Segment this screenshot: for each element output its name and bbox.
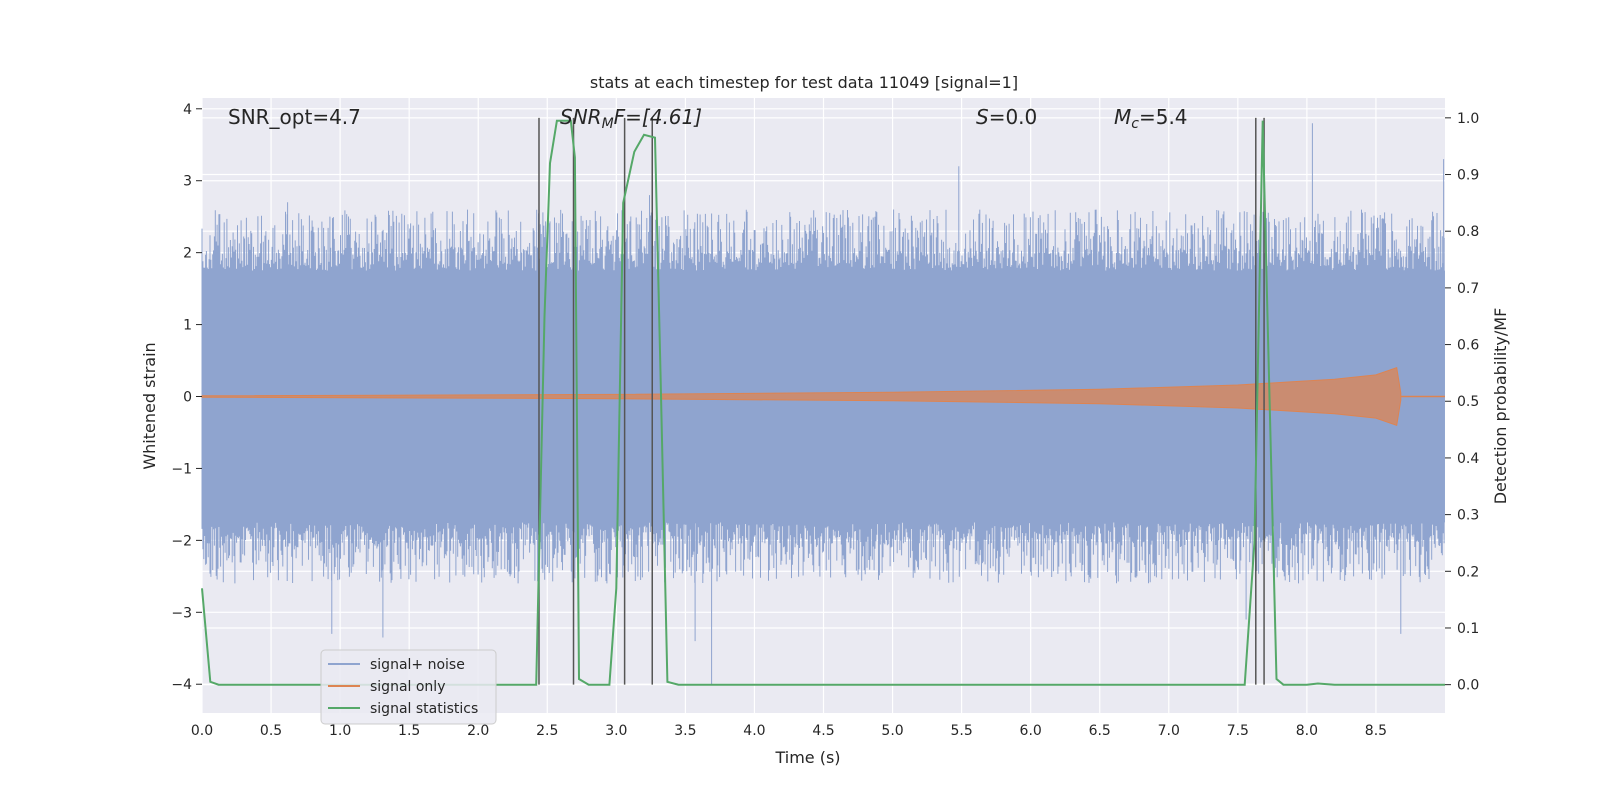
- y2-tick-label: 0.6: [1457, 338, 1479, 354]
- y-axis-ticks: 4 3 2 1 0 −1 −2 −3 −4: [171, 102, 202, 693]
- annotation-mc: Mc=5.4: [1114, 105, 1188, 132]
- legend-label-signal-statistics: signal statistics: [370, 701, 478, 717]
- annotation-snr-mf-main: SNR: [560, 105, 602, 129]
- series-signal-statistics: [201, 119, 1445, 686]
- y-tick-label: 1: [183, 318, 192, 334]
- x-axis-ticks: 0.0 0.5 1.0 1.5 2.0 2.5 3.0 3.5 4.0 4.5 5.0 5.5 6.0 6…: [191, 723, 1387, 739]
- legend-label-signal-noise: signal+ noise: [370, 657, 465, 673]
- annotation-snr-mf-rest: F=[4.61]: [614, 105, 702, 129]
- x-tick-label: 2.5: [536, 723, 558, 739]
- annotation-snr-mf: SNRMF=[4.61]: [560, 105, 702, 132]
- statistics-line: [201, 119, 1445, 686]
- y2-tick-label: 0.3: [1457, 508, 1479, 524]
- series-signal-only: [201, 367, 1445, 426]
- x-tick-label: 4.5: [812, 723, 834, 739]
- x-tick-label: 3.5: [674, 723, 696, 739]
- x-tick-label: 4.0: [743, 723, 765, 739]
- y2-tick-label: 0.4: [1457, 451, 1479, 467]
- legend-box: [320, 649, 497, 725]
- y-tick-label: −1: [171, 461, 192, 477]
- x-tick-label: 6.5: [1089, 723, 1111, 739]
- plot-area: [201, 98, 1445, 713]
- chart-title: stats at each timestep for test data 110…: [590, 73, 1018, 92]
- x-tick-label: 7.0: [1158, 723, 1180, 739]
- x-tick-label: 3.0: [605, 723, 627, 739]
- x-tick-label: 1.5: [398, 723, 420, 739]
- y2-tick-label: 0.0: [1457, 678, 1479, 694]
- annotations: SNR_opt=4.7 SNRMF=[4.61] S=0.0 Mc=5.4: [228, 105, 1188, 132]
- annotation-s: S=0.0: [976, 105, 1037, 129]
- y-tick-label: 2: [183, 246, 192, 262]
- x-tick-label: 0.0: [191, 723, 213, 739]
- y-tick-label: −3: [171, 605, 192, 621]
- x-tick-label: 5.5: [950, 723, 972, 739]
- y2-axis-label: Detection probability/MF: [1491, 308, 1510, 505]
- y2-tick-label: 1.0: [1457, 111, 1479, 127]
- y2-tick-label: 0.9: [1457, 168, 1479, 184]
- y2-tick-label: 0.1: [1457, 621, 1479, 637]
- x-tick-label: 0.5: [260, 723, 282, 739]
- y-tick-label: 3: [183, 174, 192, 190]
- x-tick-label: 1.0: [329, 723, 351, 739]
- y2-tick-label: 0.7: [1457, 281, 1479, 297]
- annotation-s-rest: =0.0: [989, 105, 1038, 129]
- annotation-mc-rest: =5.4: [1139, 105, 1188, 129]
- y-tick-label: −2: [171, 533, 192, 549]
- y2-tick-label: 0.5: [1457, 394, 1479, 410]
- y-tick-label: −4: [171, 677, 192, 693]
- x-tick-label: 5.0: [881, 723, 903, 739]
- x-axis-label: Time (s): [774, 748, 840, 767]
- y2-tick-label: 0.8: [1457, 224, 1479, 240]
- annotation-snr-mf-sub: M: [602, 116, 614, 132]
- x-tick-label: 6.0: [1020, 723, 1042, 739]
- y-axis-label: Whitened strain: [140, 342, 159, 469]
- x-tick-label: 8.5: [1365, 723, 1387, 739]
- annotation-snr-opt: SNR_opt=4.7: [228, 105, 361, 129]
- annotation-mc-main: M: [1114, 105, 1131, 129]
- annotation-mc-sub: c: [1131, 116, 1139, 132]
- annotation-s-main: S: [976, 105, 989, 129]
- chirp-envelope: [201, 367, 1402, 426]
- y-tick-label: 4: [183, 102, 192, 118]
- y2-axis-ticks: 1.0 0.9 0.8 0.7 0.6 0.5 0.4 0.3 0.2 0.1 0.0: [1445, 111, 1479, 694]
- legend: signal+ noise signal only signal statist…: [320, 649, 497, 725]
- legend-label-signal-only: signal only: [370, 679, 445, 695]
- x-tick-label: 8.0: [1296, 723, 1318, 739]
- y2-tick-label: 0.2: [1457, 564, 1479, 580]
- x-tick-label: 7.5: [1227, 723, 1249, 739]
- x-tick-label: 2.0: [467, 723, 489, 739]
- y-tick-label: 0: [183, 390, 192, 406]
